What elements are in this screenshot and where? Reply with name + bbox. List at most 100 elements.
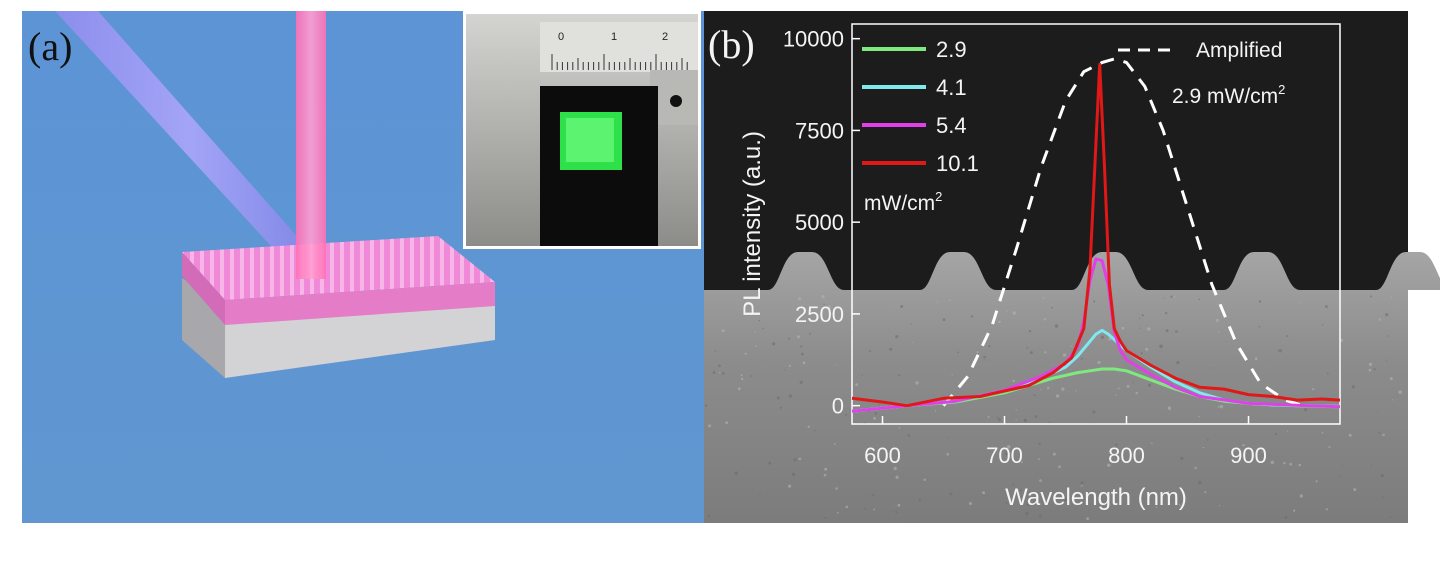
sem-speckle <box>1299 494 1303 498</box>
sem-speckle <box>893 466 897 471</box>
sem-speckle <box>1040 388 1042 390</box>
sem-speckle <box>788 484 792 488</box>
legend-unit: mW/cm2 <box>864 189 942 215</box>
tick-labels: 600 700 800 900 0 2500 5000 7500 10000 <box>783 27 1267 468</box>
sem-speckle <box>983 355 986 359</box>
sem-speckle <box>1386 359 1388 361</box>
inset-photo: 0 1 2 <box>463 11 701 249</box>
sem-speckle <box>1204 491 1207 494</box>
sem-speckle <box>942 318 946 321</box>
sem-speckle <box>897 503 901 507</box>
sem-speckle <box>1389 516 1391 519</box>
sem-speckle <box>1212 367 1214 369</box>
sem-speckle <box>934 410 937 412</box>
sem-speckle <box>799 380 803 384</box>
sem-speckle <box>712 371 716 374</box>
sem-speckle <box>864 507 867 510</box>
sem-speckle <box>871 493 875 497</box>
sem-speckle <box>1139 327 1141 329</box>
sem-speckle <box>1180 456 1184 461</box>
sem-speckle <box>1368 368 1372 372</box>
sem-speckle <box>1165 491 1168 494</box>
sem-speckle <box>791 472 796 477</box>
grating-sample <box>182 236 495 378</box>
sem-speckle <box>1021 461 1023 464</box>
sem-speckle <box>1326 372 1329 375</box>
sem-speckle <box>1097 360 1101 365</box>
sem-speckle <box>1029 351 1033 354</box>
panel-b: (b) 600 700 800 900 0 2500 5000 7500 10000 Wavel… <box>704 11 1440 523</box>
sem-speckle <box>779 406 783 409</box>
axis-ticks <box>852 37 1250 424</box>
legend-unit-text: mW/cm <box>864 192 935 215</box>
sem-speckle <box>1054 324 1059 328</box>
sem-speckle <box>1219 505 1221 507</box>
sem-speckle <box>1274 433 1278 436</box>
sem-speckle <box>983 359 985 361</box>
sem-speckle <box>1080 481 1084 485</box>
sem-speckle <box>1377 411 1379 413</box>
sem-speckle <box>1108 337 1112 341</box>
y-tick-label: 5000 <box>795 210 844 235</box>
sem-speckle <box>1325 305 1328 308</box>
sem-speckle <box>1315 480 1318 483</box>
sem-speckle <box>1115 443 1118 446</box>
sem-speckle <box>809 332 811 335</box>
sem-speckle <box>874 412 878 415</box>
sem-speckle <box>907 434 911 437</box>
sem-speckle <box>800 352 804 356</box>
sem-speckle <box>788 337 790 340</box>
sem-speckle <box>772 342 776 346</box>
sem-speckle <box>758 319 761 322</box>
x-tick-label: 600 <box>864 443 901 468</box>
sem-speckle <box>814 429 816 432</box>
sem-speckle <box>1167 406 1172 410</box>
sem-speckle <box>821 295 825 299</box>
sem-speckle <box>741 377 744 381</box>
sem-speckle <box>1215 318 1219 322</box>
sem-speckle <box>1202 446 1205 449</box>
sem-speckle <box>1039 479 1042 482</box>
sem-speckle <box>987 416 990 418</box>
sem-speckle <box>1080 357 1083 360</box>
sem-speckle <box>1044 351 1047 354</box>
x-tick-label: 900 <box>1230 443 1267 468</box>
sem-speckle <box>1198 415 1200 418</box>
sem-speckle <box>740 374 743 377</box>
sem-speckle <box>1198 480 1202 485</box>
inset-ruler-ticks <box>551 54 688 70</box>
sem-speckle <box>889 347 893 351</box>
sem-speckle <box>1284 516 1288 519</box>
sem-speckle <box>1043 318 1047 321</box>
amplified-label: Amplified <box>1196 39 1282 62</box>
sem-speckle <box>1242 444 1245 447</box>
sem-speckle <box>754 331 757 333</box>
x-tick-label: 800 <box>1108 443 1145 468</box>
sem-speckle <box>1165 312 1168 315</box>
sem-speckle <box>718 371 721 374</box>
sem-speckle <box>1378 432 1381 435</box>
sem-speckle <box>1048 421 1051 423</box>
sem-speckle <box>873 416 876 420</box>
sem-speckle <box>798 457 802 461</box>
sem-speckle <box>970 315 974 318</box>
sem-speckle <box>1287 430 1289 432</box>
sem-speckle <box>835 363 838 365</box>
sem-speckle <box>892 510 894 512</box>
sem-speckle <box>1262 451 1264 453</box>
sem-speckle <box>1382 433 1385 437</box>
sem-speckle <box>1038 442 1041 445</box>
sem-speckle <box>1006 310 1008 312</box>
sem-speckle <box>1175 330 1178 333</box>
y-tick-label: 7500 <box>795 118 844 143</box>
sem-speckle <box>1075 390 1077 392</box>
sem-speckle <box>800 345 803 348</box>
sem-speckle <box>912 341 914 343</box>
sem-speckle <box>1012 379 1015 383</box>
sem-speckle <box>1194 466 1197 470</box>
sem-speckle <box>1270 460 1275 465</box>
sem-speckle <box>1207 438 1209 441</box>
sem-speckle <box>802 361 806 365</box>
sem-speckle <box>1370 465 1372 467</box>
sem-speckle <box>910 323 912 325</box>
